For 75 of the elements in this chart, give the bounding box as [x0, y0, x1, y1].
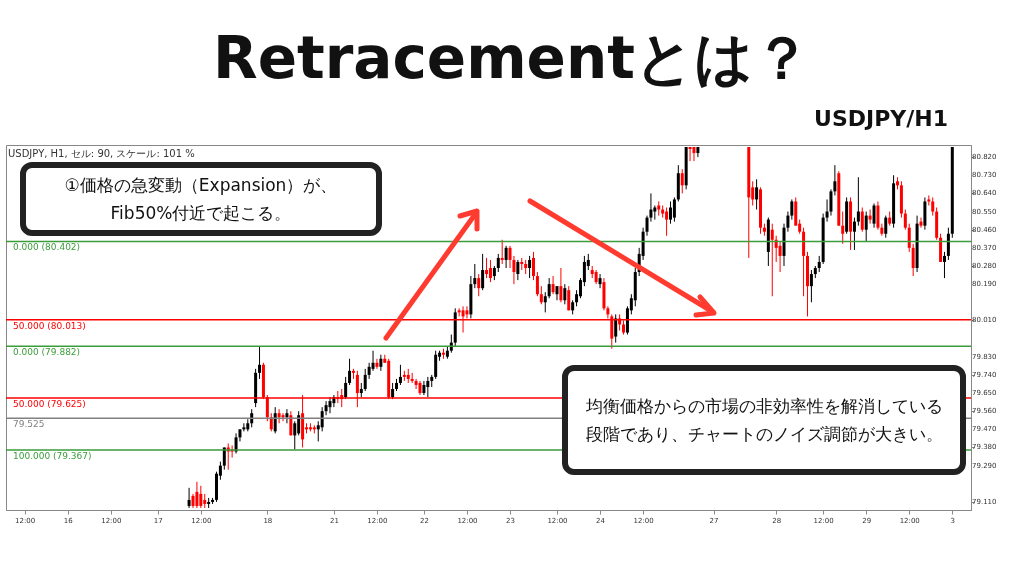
- candlestick: [528, 255, 532, 279]
- candlestick: [688, 146, 692, 162]
- candlestick: [488, 259, 492, 283]
- candlestick: [379, 354, 383, 372]
- candlestick: [841, 211, 845, 245]
- candlestick: [258, 346, 262, 380]
- candlestick: [770, 223, 774, 297]
- candlestick: [931, 196, 935, 217]
- candlestick: [543, 291, 547, 313]
- candlestick: [532, 251, 536, 281]
- candlestick: [778, 241, 782, 273]
- candlestick: [539, 285, 543, 305]
- candlestick: [371, 350, 375, 372]
- candlestick: [477, 273, 481, 297]
- candlestick: [547, 277, 551, 299]
- candlestick: [457, 307, 461, 317]
- ref-line-label: 0.000 (79.882): [12, 347, 81, 358]
- candlestick: [375, 358, 379, 370]
- chart-title: Retracementとは？: [212, 23, 812, 94]
- candlestick: [277, 408, 281, 424]
- candlestick: [500, 239, 504, 265]
- candlestick: [876, 200, 880, 231]
- candlestick: [614, 313, 618, 344]
- candlestick: [535, 271, 539, 297]
- candlestick: [195, 481, 199, 509]
- candlestick: [907, 223, 911, 253]
- candlestick: [852, 217, 856, 251]
- candlestick: [946, 227, 950, 261]
- candlestick: [504, 245, 508, 269]
- chart-subtitle: USDJPY/H1: [814, 106, 948, 131]
- candlestick: [496, 253, 500, 273]
- candlestick: [864, 211, 868, 243]
- candlestick: [911, 243, 915, 277]
- candlestick: [234, 432, 238, 455]
- candlestick: [516, 259, 520, 281]
- candlestick: [481, 253, 485, 291]
- candlestick: [919, 217, 923, 229]
- candlestick: [856, 176, 860, 227]
- candlestick: [426, 376, 430, 398]
- candlestick: [903, 209, 907, 231]
- candlestick: [567, 285, 571, 311]
- candlestick: [809, 269, 813, 303]
- ref-line-label: 0.000 (80.402): [12, 242, 81, 253]
- candlestick: [187, 487, 191, 509]
- candlestick: [672, 196, 676, 223]
- candlestick: [665, 207, 669, 237]
- callout-box: ①価格の急変動（Expansion）が、Fib50%付近で起こる。: [20, 162, 382, 236]
- candlestick: [860, 207, 864, 233]
- annotation: USDJPY, H1, セル: 90, スケール: 101 %: [8, 147, 195, 161]
- candlestick: [868, 209, 872, 225]
- candlestick: [884, 215, 888, 239]
- candlestick: [559, 267, 563, 303]
- candlestick: [281, 412, 285, 422]
- candlestick: [551, 275, 555, 295]
- candlestick: [692, 146, 696, 162]
- ref-line-label: 50.000 (79.625): [12, 399, 86, 410]
- candlestick: [328, 396, 332, 414]
- candlestick: [285, 408, 289, 424]
- ref-line-label: 50.000 (80.013): [12, 320, 86, 331]
- candlestick: [680, 168, 684, 194]
- candlestick: [199, 485, 203, 509]
- candlestick: [242, 422, 246, 432]
- candlestick: [872, 202, 876, 229]
- callout-box: 均衡価格からの市場の非効率性を解消している段階であり、チャートのノイズ調節が大きい。: [562, 365, 966, 475]
- candlestick: [289, 410, 293, 436]
- candlestick: [398, 364, 402, 386]
- ref-line-label: 79.525: [12, 419, 45, 430]
- candlestick: [563, 283, 567, 305]
- candlestick: [598, 273, 602, 289]
- candlestick: [485, 257, 489, 279]
- candlestick: [434, 350, 438, 380]
- candlestick: [669, 200, 672, 225]
- candlestick: [942, 251, 946, 279]
- ref-line-label: 100.000 (79.367): [12, 451, 92, 462]
- candlestick: [755, 178, 759, 211]
